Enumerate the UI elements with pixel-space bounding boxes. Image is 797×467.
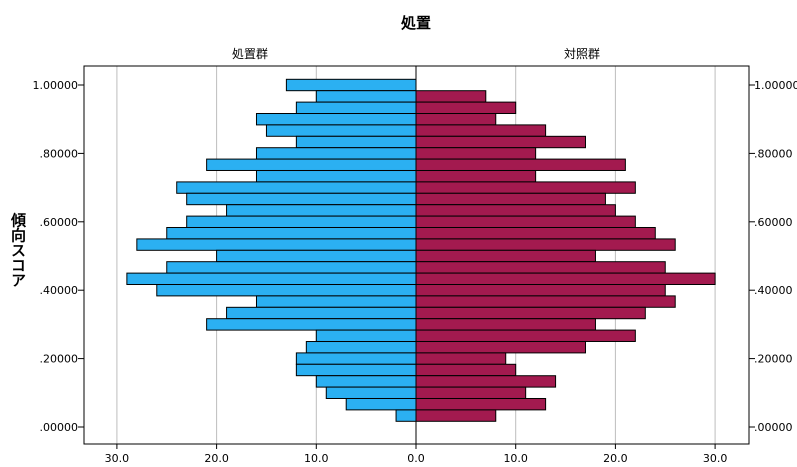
control-bar xyxy=(415,352,507,365)
y-tick-label: .60000 xyxy=(754,216,793,229)
treated-bar xyxy=(315,90,417,103)
control-bar xyxy=(415,215,636,228)
y-tick-label: .20000 xyxy=(754,353,793,366)
treated-bar xyxy=(136,238,417,251)
treated-bar xyxy=(186,192,417,206)
treated-bar xyxy=(226,204,417,217)
y-tick-label: .80000 xyxy=(754,147,793,160)
treated-bar xyxy=(255,295,417,308)
control-bar xyxy=(415,249,596,263)
control-bar xyxy=(415,375,557,388)
x-tick-label: 30.0 xyxy=(703,452,728,465)
treated-bar xyxy=(395,409,417,422)
y-tick-label: .00000 xyxy=(754,421,793,434)
x-tick-label: 20.0 xyxy=(204,452,229,465)
treated-bar xyxy=(315,329,417,342)
control-bar xyxy=(415,181,636,194)
control-bar xyxy=(415,341,586,354)
treated-bar xyxy=(156,284,417,297)
treated-bar xyxy=(255,147,417,160)
treated-bar xyxy=(166,226,417,240)
control-bar xyxy=(415,170,537,183)
treated-bar xyxy=(226,306,417,320)
control-bar xyxy=(415,158,626,171)
control-bar xyxy=(415,101,517,115)
x-tick-label: 30.0 xyxy=(105,452,130,465)
control-bar xyxy=(415,397,547,411)
treated-bar xyxy=(255,113,417,126)
treated-bar xyxy=(285,78,417,92)
control-bar xyxy=(415,272,716,286)
y-tick-label: .60000 xyxy=(40,216,79,229)
treated-bar xyxy=(166,261,417,274)
control-bar xyxy=(415,318,596,331)
control-bar xyxy=(415,363,517,377)
y-ticks-left: 1.00000 .80000 .60000 .40000 .20000 .00000 xyxy=(33,79,84,434)
treated-bar xyxy=(295,352,417,365)
bars xyxy=(126,78,716,422)
chart-title: 処置 xyxy=(400,14,431,32)
y-ticks-right: 1.00000 .80000 .60000 .40000 .20000 .00000 xyxy=(749,79,797,434)
treated-bar xyxy=(315,375,417,388)
right-panel-label: 対照群 xyxy=(564,47,600,61)
control-bar xyxy=(415,204,616,217)
treated-bar xyxy=(295,101,417,115)
left-panel-label: 処置群 xyxy=(232,47,268,61)
y-axis-title: 傾向スコア xyxy=(9,212,27,288)
control-bar xyxy=(415,284,666,297)
x-tick-label: 10.0 xyxy=(503,452,528,465)
y-tick-label: .20000 xyxy=(40,353,79,366)
treated-bar xyxy=(206,158,417,171)
treated-bar xyxy=(295,363,417,377)
control-bar xyxy=(415,409,497,422)
control-bar xyxy=(415,135,586,149)
y-tick-label: 1.00000 xyxy=(754,79,797,92)
y-tick-label: .40000 xyxy=(40,284,79,297)
y-tick-label: .80000 xyxy=(40,147,79,160)
x-tick-label: 20.0 xyxy=(603,452,628,465)
treated-bar xyxy=(265,124,417,137)
control-bar xyxy=(415,113,497,126)
control-bar xyxy=(415,124,547,137)
treated-bar xyxy=(186,215,417,228)
control-bar xyxy=(415,295,676,308)
control-bar xyxy=(415,386,527,399)
treated-bar xyxy=(176,181,417,194)
treated-bar xyxy=(295,135,417,149)
treated-bar xyxy=(206,318,417,331)
x-tick-label: 0.0 xyxy=(407,452,425,465)
control-bar xyxy=(415,306,646,320)
control-bar xyxy=(415,226,656,240)
y-tick-label: 1.00000 xyxy=(33,79,79,92)
control-bar xyxy=(415,329,636,342)
treated-bar xyxy=(305,341,417,354)
treated-bar xyxy=(325,386,417,399)
control-bar xyxy=(415,147,537,160)
control-bar xyxy=(415,90,487,103)
y-tick-label: .00000 xyxy=(40,421,79,434)
treated-bar xyxy=(216,249,417,263)
treated-bar xyxy=(345,397,417,411)
control-bar xyxy=(415,261,666,274)
treated-bar xyxy=(255,170,417,183)
x-tick-label: 10.0 xyxy=(304,452,329,465)
control-bar xyxy=(415,192,606,206)
control-bar xyxy=(415,238,676,251)
x-ticks: 30.0 20.0 10.0 0.0 10.0 20.0 30.0 xyxy=(105,444,728,465)
y-tick-label: .40000 xyxy=(754,284,793,297)
treated-bar xyxy=(126,272,417,286)
